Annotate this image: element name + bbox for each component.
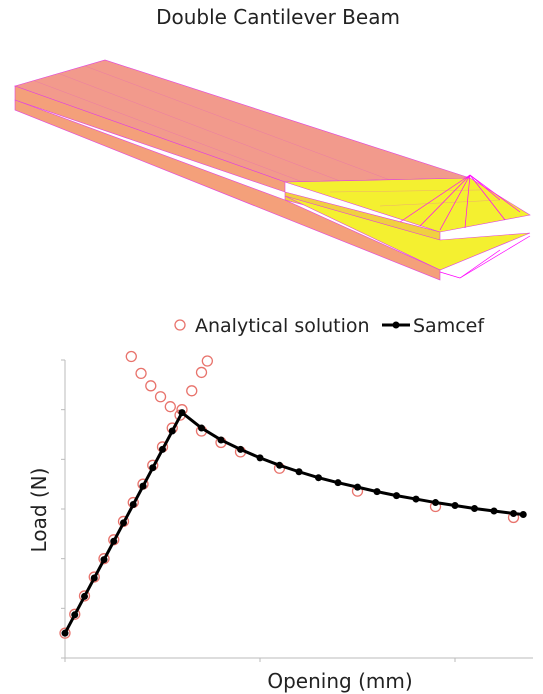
analytical-point [197, 367, 207, 377]
samcef-point [335, 479, 342, 486]
samcef-point [276, 462, 283, 469]
legend-marker [175, 320, 185, 330]
analytical-point [146, 381, 156, 391]
samcef-point [296, 468, 303, 475]
samcef-point [62, 630, 69, 637]
samcef-point [179, 409, 186, 416]
samcef-point [169, 428, 176, 435]
samcef-point [71, 611, 78, 618]
samcef-point [81, 593, 88, 600]
legend-marker [393, 322, 400, 329]
samcef-point [101, 556, 108, 563]
samcef-point [237, 446, 244, 453]
samcef-point [315, 474, 322, 481]
beam-mesh [15, 60, 530, 280]
samcef-point [149, 464, 156, 471]
samcef-point [452, 502, 459, 509]
samcef-line [65, 413, 523, 634]
analytical-point [187, 386, 197, 396]
samcef-point [491, 507, 498, 514]
samcef-point [432, 499, 439, 506]
analytical-point [202, 356, 212, 366]
samcef-point [520, 511, 527, 518]
samcef-point [354, 484, 361, 491]
legend-label: Samcef [413, 315, 485, 337]
samcef-point [393, 492, 400, 499]
samcef-point [374, 488, 381, 495]
samcef-point [471, 505, 478, 512]
x-axis-label: Opening (mm) [267, 669, 412, 693]
analytical-point [165, 402, 175, 412]
samcef-point [120, 519, 127, 526]
analytical-point [156, 392, 166, 402]
analytical-point [126, 352, 136, 362]
y-axis-label: Load (N) [27, 468, 51, 553]
samcef-point [130, 501, 137, 508]
samcef-point [510, 510, 517, 517]
samcef-point [91, 575, 98, 582]
samcef-point [218, 436, 225, 443]
legend-label: Analytical solution [195, 315, 370, 337]
title: Double Cantilever Beam [156, 5, 400, 29]
samcef-point [257, 454, 264, 461]
samcef-point [413, 496, 420, 503]
figure: Double Cantilever Beam Opening (mm) Load … [0, 0, 543, 694]
analytical-point [136, 368, 146, 378]
samcef-point [140, 483, 147, 490]
samcef-point [159, 446, 166, 453]
samcef-point [198, 425, 205, 432]
samcef-point [110, 538, 117, 545]
